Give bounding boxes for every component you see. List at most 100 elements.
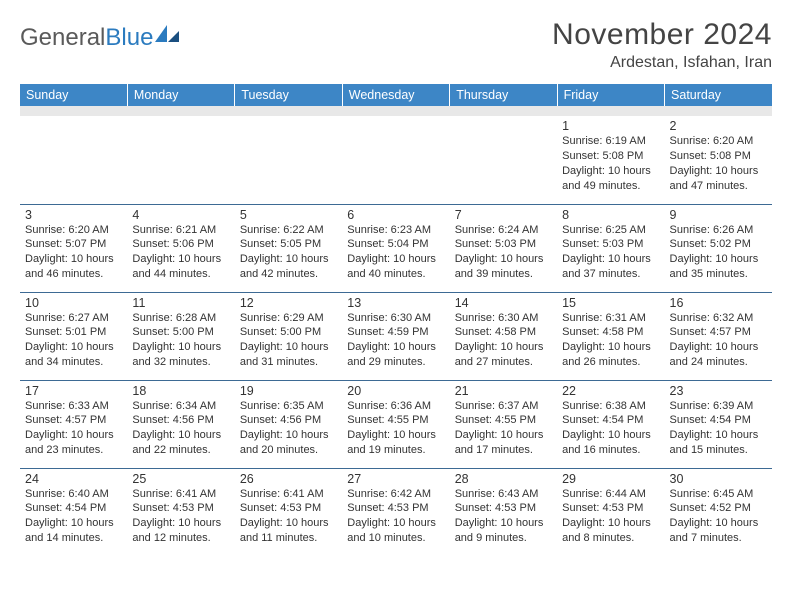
day-details: Sunrise: 6:39 AMSunset: 4:54 PMDaylight:…	[670, 399, 767, 458]
weekday-header: Tuesday	[235, 84, 342, 106]
calendar-day-cell: 9Sunrise: 6:26 AMSunset: 5:02 PMDaylight…	[665, 204, 772, 292]
day-details: Sunrise: 6:34 AMSunset: 4:56 PMDaylight:…	[132, 399, 229, 458]
calendar-day-cell: 1Sunrise: 6:19 AMSunset: 5:08 PMDaylight…	[557, 116, 664, 204]
calendar-day-cell: 29Sunrise: 6:44 AMSunset: 4:53 PMDayligh…	[557, 468, 664, 556]
calendar-week-row: 3Sunrise: 6:20 AMSunset: 5:07 PMDaylight…	[20, 204, 772, 292]
month-title: November 2024	[552, 18, 772, 52]
day-details: Sunrise: 6:41 AMSunset: 4:53 PMDaylight:…	[132, 487, 229, 546]
day-number: 25	[132, 472, 229, 486]
calendar-day-cell: 27Sunrise: 6:42 AMSunset: 4:53 PMDayligh…	[342, 468, 449, 556]
day-details: Sunrise: 6:35 AMSunset: 4:56 PMDaylight:…	[240, 399, 337, 458]
day-number: 22	[562, 384, 659, 398]
day-details: Sunrise: 6:38 AMSunset: 4:54 PMDaylight:…	[562, 399, 659, 458]
day-details: Sunrise: 6:37 AMSunset: 4:55 PMDaylight:…	[455, 399, 552, 458]
day-number: 20	[347, 384, 444, 398]
calendar-day-cell: 11Sunrise: 6:28 AMSunset: 5:00 PMDayligh…	[127, 292, 234, 380]
day-details: Sunrise: 6:31 AMSunset: 4:58 PMDaylight:…	[562, 311, 659, 370]
day-details: Sunrise: 6:26 AMSunset: 5:02 PMDaylight:…	[670, 223, 767, 282]
day-details: Sunrise: 6:22 AMSunset: 5:05 PMDaylight:…	[240, 223, 337, 282]
day-number: 27	[347, 472, 444, 486]
day-details: Sunrise: 6:20 AMSunset: 5:07 PMDaylight:…	[25, 223, 122, 282]
weekday-header: Monday	[127, 84, 234, 106]
calendar-day-cell: 25Sunrise: 6:41 AMSunset: 4:53 PMDayligh…	[127, 468, 234, 556]
calendar-day-cell: 16Sunrise: 6:32 AMSunset: 4:57 PMDayligh…	[665, 292, 772, 380]
day-details: Sunrise: 6:45 AMSunset: 4:52 PMDaylight:…	[670, 487, 767, 546]
calendar-day-cell: 30Sunrise: 6:45 AMSunset: 4:52 PMDayligh…	[665, 468, 772, 556]
calendar-day-cell: 12Sunrise: 6:29 AMSunset: 5:00 PMDayligh…	[235, 292, 342, 380]
day-details: Sunrise: 6:36 AMSunset: 4:55 PMDaylight:…	[347, 399, 444, 458]
calendar-day-cell: 22Sunrise: 6:38 AMSunset: 4:54 PMDayligh…	[557, 380, 664, 468]
day-number: 11	[132, 296, 229, 310]
day-details: Sunrise: 6:28 AMSunset: 5:00 PMDaylight:…	[132, 311, 229, 370]
calendar-empty-cell	[235, 116, 342, 204]
calendar-empty-cell	[342, 116, 449, 204]
calendar-day-cell: 26Sunrise: 6:41 AMSunset: 4:53 PMDayligh…	[235, 468, 342, 556]
day-details: Sunrise: 6:30 AMSunset: 4:59 PMDaylight:…	[347, 311, 444, 370]
calendar-day-cell: 3Sunrise: 6:20 AMSunset: 5:07 PMDaylight…	[20, 204, 127, 292]
day-details: Sunrise: 6:23 AMSunset: 5:04 PMDaylight:…	[347, 223, 444, 282]
day-details: Sunrise: 6:30 AMSunset: 4:58 PMDaylight:…	[455, 311, 552, 370]
page-header: GeneralBlue November 2024 Ardestan, Isfa…	[20, 18, 772, 72]
weekday-header: Friday	[557, 84, 664, 106]
logo-sail-icon	[155, 24, 181, 52]
header-spacer-row	[20, 106, 772, 116]
title-block: November 2024 Ardestan, Isfahan, Iran	[552, 18, 772, 72]
day-number: 28	[455, 472, 552, 486]
day-details: Sunrise: 6:19 AMSunset: 5:08 PMDaylight:…	[562, 134, 659, 193]
day-number: 9	[670, 208, 767, 222]
day-details: Sunrise: 6:21 AMSunset: 5:06 PMDaylight:…	[132, 223, 229, 282]
day-number: 2	[670, 119, 767, 133]
day-number: 7	[455, 208, 552, 222]
day-number: 3	[25, 208, 122, 222]
calendar-week-row: 10Sunrise: 6:27 AMSunset: 5:01 PMDayligh…	[20, 292, 772, 380]
calendar-day-cell: 18Sunrise: 6:34 AMSunset: 4:56 PMDayligh…	[127, 380, 234, 468]
calendar-day-cell: 10Sunrise: 6:27 AMSunset: 5:01 PMDayligh…	[20, 292, 127, 380]
calendar-page: GeneralBlue November 2024 Ardestan, Isfa…	[0, 0, 792, 556]
calendar-empty-cell	[450, 116, 557, 204]
day-number: 6	[347, 208, 444, 222]
day-details: Sunrise: 6:25 AMSunset: 5:03 PMDaylight:…	[562, 223, 659, 282]
day-number: 10	[25, 296, 122, 310]
day-number: 21	[455, 384, 552, 398]
calendar-day-cell: 23Sunrise: 6:39 AMSunset: 4:54 PMDayligh…	[665, 380, 772, 468]
day-number: 8	[562, 208, 659, 222]
day-number: 1	[562, 119, 659, 133]
day-number: 15	[562, 296, 659, 310]
calendar-day-cell: 7Sunrise: 6:24 AMSunset: 5:03 PMDaylight…	[450, 204, 557, 292]
day-number: 13	[347, 296, 444, 310]
calendar-day-cell: 24Sunrise: 6:40 AMSunset: 4:54 PMDayligh…	[20, 468, 127, 556]
day-number: 30	[670, 472, 767, 486]
day-number: 23	[670, 384, 767, 398]
weekday-header: Thursday	[450, 84, 557, 106]
day-number: 17	[25, 384, 122, 398]
day-details: Sunrise: 6:33 AMSunset: 4:57 PMDaylight:…	[25, 399, 122, 458]
calendar-day-cell: 21Sunrise: 6:37 AMSunset: 4:55 PMDayligh…	[450, 380, 557, 468]
logo-text-gray: General	[20, 24, 105, 52]
calendar-week-row: 24Sunrise: 6:40 AMSunset: 4:54 PMDayligh…	[20, 468, 772, 556]
calendar-day-cell: 2Sunrise: 6:20 AMSunset: 5:08 PMDaylight…	[665, 116, 772, 204]
calendar-day-cell: 20Sunrise: 6:36 AMSunset: 4:55 PMDayligh…	[342, 380, 449, 468]
weekday-header: Saturday	[665, 84, 772, 106]
logo-text-blue: Blue	[105, 24, 153, 52]
day-number: 4	[132, 208, 229, 222]
day-number: 5	[240, 208, 337, 222]
day-details: Sunrise: 6:41 AMSunset: 4:53 PMDaylight:…	[240, 487, 337, 546]
calendar-day-cell: 19Sunrise: 6:35 AMSunset: 4:56 PMDayligh…	[235, 380, 342, 468]
calendar-day-cell: 5Sunrise: 6:22 AMSunset: 5:05 PMDaylight…	[235, 204, 342, 292]
calendar-day-cell: 17Sunrise: 6:33 AMSunset: 4:57 PMDayligh…	[20, 380, 127, 468]
calendar-day-cell: 28Sunrise: 6:43 AMSunset: 4:53 PMDayligh…	[450, 468, 557, 556]
day-details: Sunrise: 6:32 AMSunset: 4:57 PMDaylight:…	[670, 311, 767, 370]
calendar-empty-cell	[127, 116, 234, 204]
day-number: 14	[455, 296, 552, 310]
day-details: Sunrise: 6:29 AMSunset: 5:00 PMDaylight:…	[240, 311, 337, 370]
day-details: Sunrise: 6:43 AMSunset: 4:53 PMDaylight:…	[455, 487, 552, 546]
day-number: 24	[25, 472, 122, 486]
weekday-header-row: SundayMondayTuesdayWednesdayThursdayFrid…	[20, 84, 772, 106]
logo: GeneralBlue	[20, 18, 181, 52]
day-number: 12	[240, 296, 337, 310]
day-details: Sunrise: 6:20 AMSunset: 5:08 PMDaylight:…	[670, 134, 767, 193]
calendar-empty-cell	[20, 116, 127, 204]
calendar-day-cell: 6Sunrise: 6:23 AMSunset: 5:04 PMDaylight…	[342, 204, 449, 292]
day-number: 19	[240, 384, 337, 398]
day-details: Sunrise: 6:40 AMSunset: 4:54 PMDaylight:…	[25, 487, 122, 546]
